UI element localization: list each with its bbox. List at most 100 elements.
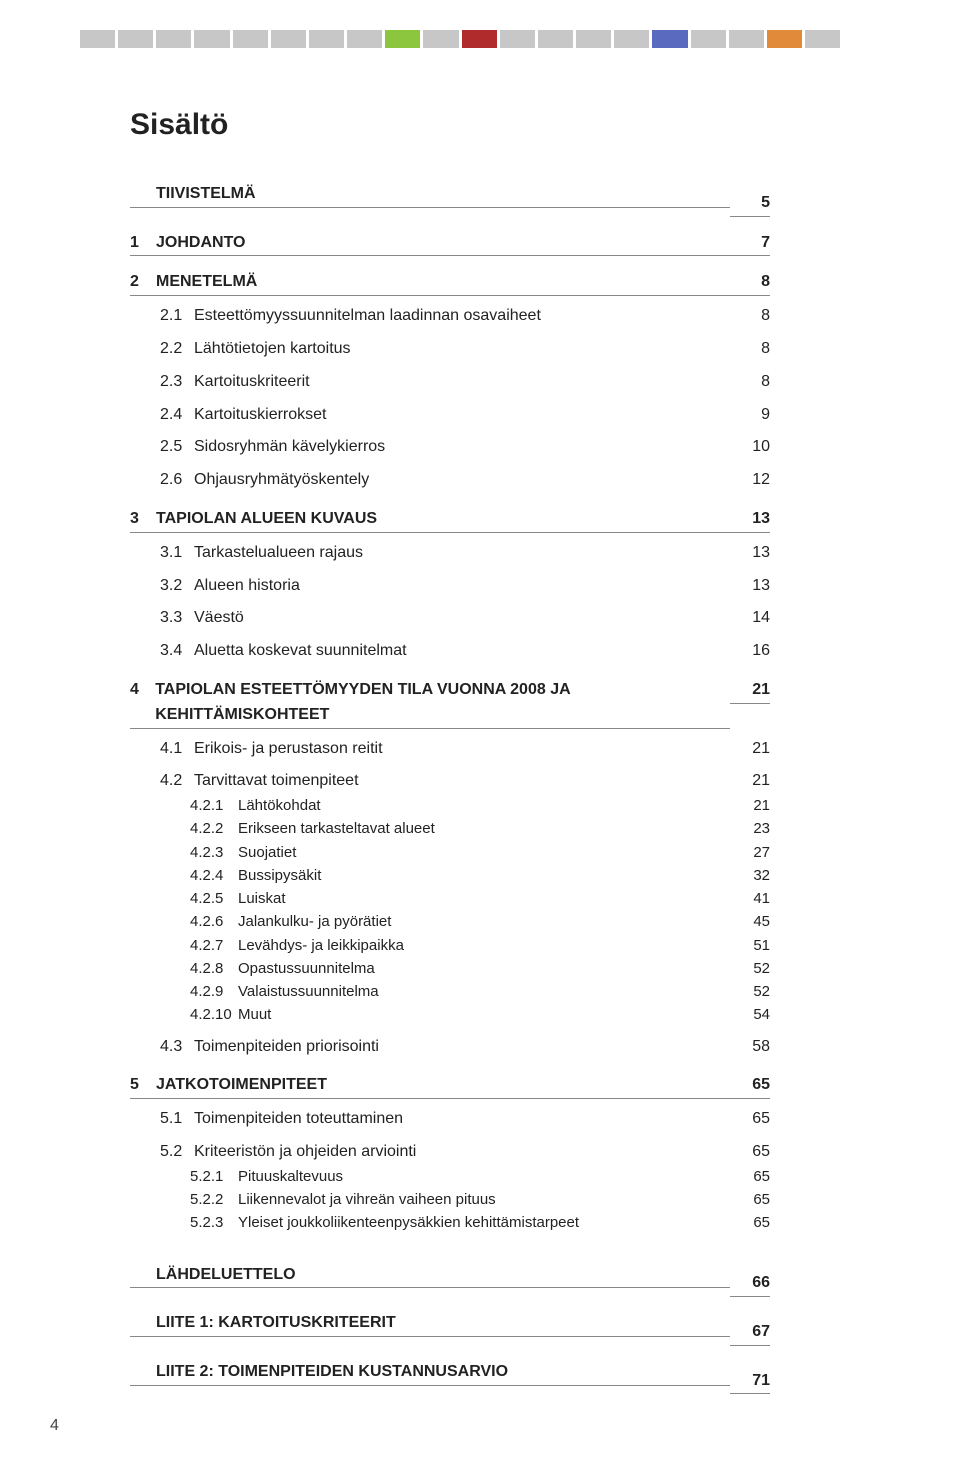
toc-number: 4.2.7 <box>130 934 238 957</box>
color-square <box>767 30 802 48</box>
toc-number: 5.2.2 <box>130 1188 238 1211</box>
toc-page: 71 <box>730 1369 770 1395</box>
toc-label: Erikseen tarkasteltavat alueet <box>238 817 435 840</box>
toc-label-wrap: 5.1Toimenpiteiden toteuttaminen <box>130 1107 730 1132</box>
toc-label: TAPIOLAN ALUEEN KUVAUS <box>156 507 377 532</box>
toc-entry: 4.2.3Suojatiet27 <box>130 841 770 864</box>
toc-label: Alueen historia <box>194 574 300 599</box>
color-square <box>271 30 306 48</box>
toc-page: 12 <box>730 468 770 493</box>
color-square <box>233 30 268 48</box>
table-of-contents: TIIVISTELMÄ51JOHDANTO72MENETELMÄ82.1Este… <box>130 182 770 1394</box>
toc-page: 52 <box>730 980 770 1003</box>
toc-number: 2.6 <box>130 468 194 493</box>
toc-entry: 4.2.5Luiskat41 <box>130 887 770 910</box>
toc-page: 21 <box>730 678 770 704</box>
toc-entry: 4.2.6Jalankulku- ja pyörätiet45 <box>130 910 770 933</box>
toc-label: Ohjausryhmätyöskentely <box>194 468 369 493</box>
toc-page: 65 <box>730 1211 770 1234</box>
toc-label: Sidosryhmän kävelykierros <box>194 435 385 460</box>
color-square <box>118 30 153 48</box>
toc-label: Toimenpiteiden priorisointi <box>194 1035 379 1060</box>
toc-label-wrap: 4.2.9Valaistussuunnitelma <box>130 980 730 1003</box>
toc-label: Erikois- ja perustason reitit <box>194 737 383 762</box>
toc-entry: TIIVISTELMÄ5 <box>130 182 770 217</box>
toc-page: 14 <box>730 606 770 631</box>
toc-number: 1 <box>130 231 156 256</box>
toc-label-wrap: 2.1Esteettömyyssuunnitelman laadinnan os… <box>130 304 730 329</box>
toc-number: 3.1 <box>130 541 194 566</box>
toc-number: 3.3 <box>130 606 194 631</box>
toc-page: 51 <box>730 934 770 957</box>
toc-label-wrap: 4.2.7Levähdys- ja leikkipaikka <box>130 934 730 957</box>
toc-entry: 2.2Lähtötietojen kartoitus8 <box>130 337 770 362</box>
toc-entry: 5.2.2Liikennevalot ja vihreän vaiheen pi… <box>130 1188 770 1211</box>
toc-number: 4.2.4 <box>130 864 238 887</box>
toc-entry: 2.4Kartoituskierrokset9 <box>130 403 770 428</box>
toc-number: 3.2 <box>130 574 194 599</box>
toc-label-wrap: 3.4Aluetta koskevat suunnitelmat <box>130 639 730 664</box>
toc-label: Opastussuunnitelma <box>238 957 375 980</box>
toc-label: Levähdys- ja leikkipaikka <box>238 934 404 957</box>
toc-page: 65 <box>730 1188 770 1211</box>
toc-page: 8 <box>730 370 770 395</box>
color-square <box>500 30 535 48</box>
toc-entry: 4.2Tarvittavat toimenpiteet21 <box>130 769 770 794</box>
toc-label-wrap: 4.2.4Bussipysäkit <box>130 864 730 887</box>
toc-label-wrap: 4.2.5Luiskat <box>130 887 730 910</box>
toc-label-wrap: 4.2.3Suojatiet <box>130 841 730 864</box>
toc-page: 58 <box>730 1035 770 1060</box>
toc-label: LIITE 1: KARTOITUSKRITEERIT <box>156 1311 396 1336</box>
toc-entry: 5.2Kriteeristön ja ohjeiden arviointi65 <box>130 1140 770 1165</box>
toc-label-wrap: 4.2.6Jalankulku- ja pyörätiet <box>130 910 730 933</box>
color-square <box>652 30 687 48</box>
toc-entry: 3.3Väestö14 <box>130 606 770 631</box>
toc-label-wrap: 5.2.1Pituuskaltevuus <box>130 1165 730 1188</box>
toc-page: 65 <box>730 1073 770 1099</box>
toc-entry: LIITE 1: KARTOITUSKRITEERIT67 <box>130 1311 770 1346</box>
color-square <box>347 30 382 48</box>
toc-number: 3 <box>130 507 156 532</box>
toc-number: 4 <box>130 678 155 728</box>
toc-entry: 4TAPIOLAN ESTEETTÖMYYDEN TILA VUONNA 200… <box>130 678 770 729</box>
toc-label-wrap: LIITE 1: KARTOITUSKRITEERIT <box>130 1311 730 1337</box>
toc-entry: 3TAPIOLAN ALUEEN KUVAUS13 <box>130 507 770 533</box>
toc-number: 2.3 <box>130 370 194 395</box>
color-square <box>194 30 229 48</box>
toc-entry: 4.2.9Valaistussuunnitelma52 <box>130 980 770 1003</box>
toc-label-wrap: 3.3Väestö <box>130 606 730 631</box>
toc-label-wrap: 4.2.8Opastussuunnitelma <box>130 957 730 980</box>
toc-number: 5.1 <box>130 1107 194 1132</box>
toc-label: TAPIOLAN ESTEETTÖMYYDEN TILA VUONNA 2008… <box>155 678 730 728</box>
color-square <box>80 30 115 48</box>
toc-page: 8 <box>730 270 770 296</box>
toc-label-wrap: 4.2.10Muut <box>130 1003 730 1026</box>
toc-label-wrap: 2.2Lähtötietojen kartoitus <box>130 337 730 362</box>
page-number: 4 <box>50 1417 59 1435</box>
toc-number: 5.2 <box>130 1140 194 1165</box>
toc-label: LIITE 2: TOIMENPITEIDEN KUSTANNUSARVIO <box>156 1360 508 1385</box>
toc-page: 65 <box>730 1107 770 1132</box>
toc-label: Tarvittavat toimenpiteet <box>194 769 359 794</box>
toc-label-wrap: 5.2Kriteeristön ja ohjeiden arviointi <box>130 1140 730 1165</box>
toc-page: 41 <box>730 887 770 910</box>
toc-entry: 4.2.7Levähdys- ja leikkipaikka51 <box>130 934 770 957</box>
toc-number <box>130 1311 156 1336</box>
toc-entry: 2.3Kartoituskriteerit 8 <box>130 370 770 395</box>
toc-label-wrap: 2.6Ohjausryhmätyöskentely <box>130 468 730 493</box>
toc-page: 13 <box>730 574 770 599</box>
toc-page: 54 <box>730 1003 770 1026</box>
toc-number: 5.2.3 <box>130 1211 238 1234</box>
color-square <box>614 30 649 48</box>
toc-page: 21 <box>730 794 770 817</box>
color-square <box>729 30 764 48</box>
toc-entry: 5.2.3Yleiset joukkoliikenteenpysäkkien k… <box>130 1211 770 1234</box>
toc-number: 4.3 <box>130 1035 194 1060</box>
toc-number <box>130 1263 156 1288</box>
toc-entry: 3.1Tarkastelualueen rajaus13 <box>130 541 770 566</box>
toc-label-wrap: 3TAPIOLAN ALUEEN KUVAUS <box>130 507 730 533</box>
toc-entry: 5.1Toimenpiteiden toteuttaminen65 <box>130 1107 770 1132</box>
toc-label-wrap: 5.2.3Yleiset joukkoliikenteenpysäkkien k… <box>130 1211 730 1234</box>
toc-label: Kartoituskriteerit <box>194 370 310 395</box>
toc-label: JOHDANTO <box>156 231 246 256</box>
